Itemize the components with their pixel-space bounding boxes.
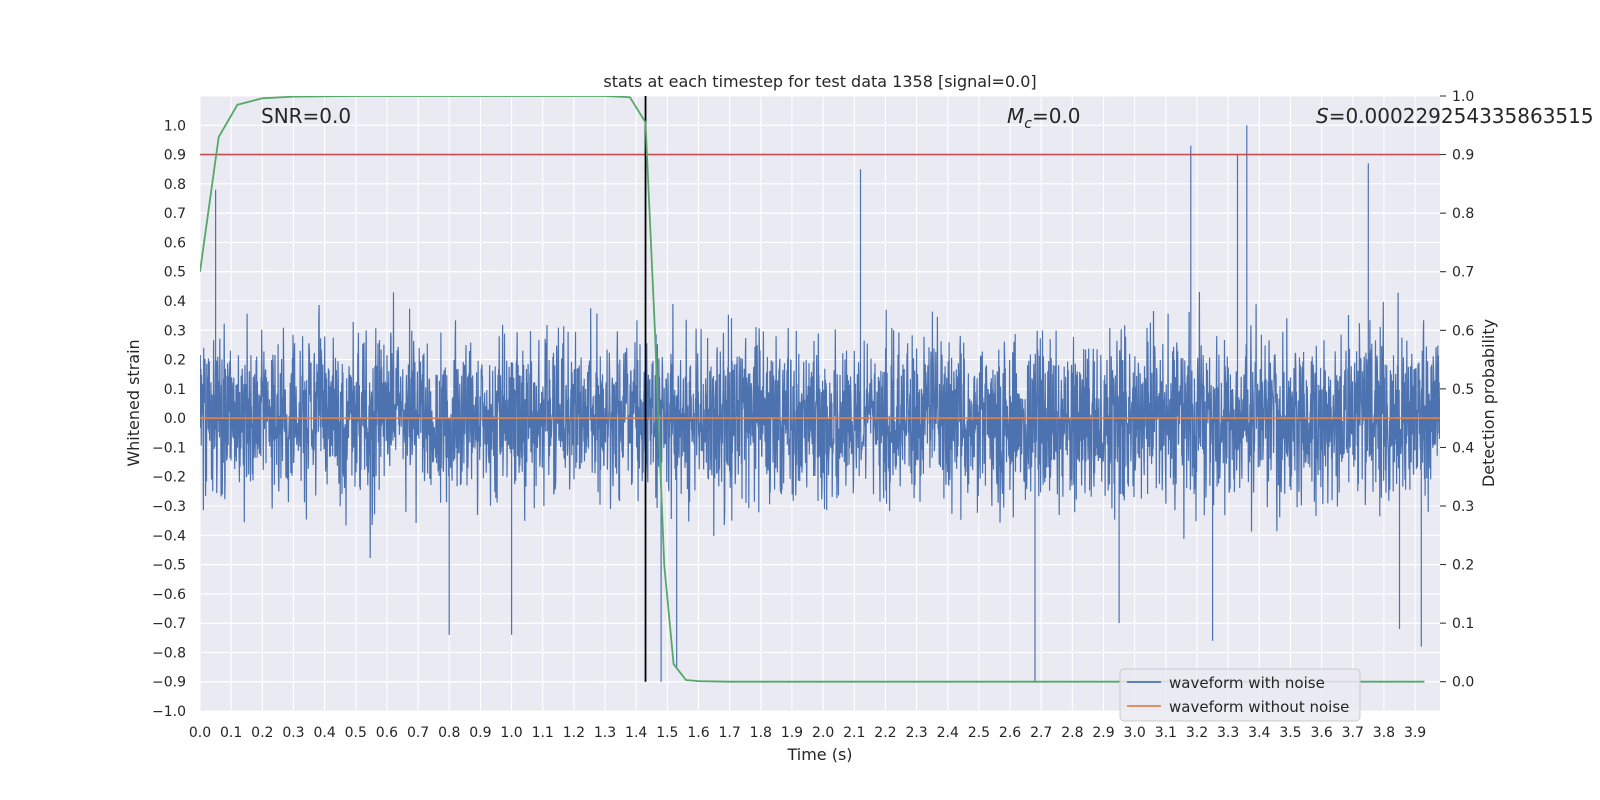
x-tick-label: 1.7 [719,725,741,741]
x-tick-label: 2.3 [905,725,927,741]
y2-axis-label: Detection probability [1479,319,1498,487]
x-tick-label: 0.9 [469,725,491,741]
s-value: =0.000229254335863515 [1329,104,1594,128]
y-tick-label: −0.8 [152,645,186,661]
y-axis-label: Whitened strain [124,339,143,466]
snr-annotation: SNR=0.0 [261,104,351,128]
x-tick-label: 2.2 [874,725,896,741]
x-tick-label: 2.7 [1030,725,1052,741]
x-tick-label: 3.4 [1248,725,1270,741]
x-tick-label: 0.1 [220,725,242,741]
x-tick-label: 2.1 [843,725,865,741]
y-tick-label: 0.0 [164,411,186,427]
chirp-mass-annotation: Mc=0.0 [1007,104,1081,132]
y-axis-ticks: 1.0 0.9 0.8 0.7 0.6 0.5 0.4 0.3 0.2 0.1 0.0 −0.1 −0.… [152,118,186,720]
x-tick-label: 1.4 [625,725,647,741]
x-tick-label: 1.5 [656,725,678,741]
y2-tick-label: 0.7 [1452,265,1474,281]
legend-label-noisy: waveform with noise [1169,674,1325,692]
x-tick-label: 1.1 [532,725,554,741]
x-tick-label: 3.9 [1404,725,1426,741]
legend-label-clean: waveform without noise [1169,698,1349,716]
y2-tick-label: 0.8 [1452,206,1474,222]
x-tick-label: 3.3 [1217,725,1239,741]
chirp-mass-symbol: M [1007,104,1024,128]
x-axis-label: Time (s) [786,745,852,764]
x-tick-label: 2.8 [1061,725,1083,741]
s-annotation: S=0.000229254335863515 [1316,104,1594,128]
x-tick-label: 2.5 [968,725,990,741]
legend-box [1119,668,1361,722]
chirp-mass-subscript: c [1024,116,1032,132]
y-tick-label: 0.8 [164,177,186,193]
x-tick-label: 3.0 [1124,725,1146,741]
x-tick-label: 0.2 [251,725,273,741]
y-tick-label: 0.3 [164,323,186,339]
y-tick-label: −0.5 [152,558,186,574]
y2-tick-label: 0.9 [1452,148,1474,164]
y-tick-label: −1.0 [152,704,186,720]
y-tick-label: 1.0 [164,118,186,134]
x-tick-label: 2.9 [1092,725,1114,741]
x-tick-label: 0.3 [282,725,304,741]
x-axis-ticks: 0.0 0.1 0.2 0.3 0.4 0.5 0.6 0.7 0.8 0.9 1.0 1.1 1.2 1… [189,725,1426,741]
y-tick-label: 0.1 [164,382,186,398]
x-tick-label: 3.5 [1279,725,1301,741]
x-tick-label: 1.6 [687,725,709,741]
x-tick-label: 0.0 [189,725,211,741]
y-tick-label: 0.4 [164,294,186,310]
y2-tick-label: 0.0 [1452,675,1474,691]
y-tick-label: 0.9 [164,148,186,164]
y2-tick-label: 0.2 [1452,558,1474,574]
y2-tick-label: 0.6 [1452,323,1474,339]
x-tick-label: 0.5 [345,725,367,741]
y2-tick-label: 0.3 [1452,499,1474,515]
data-layer [200,96,1440,683]
legend: waveform with noise waveform without noi… [1119,668,1361,722]
y-tick-label: −0.9 [152,675,186,691]
x-tick-label: 0.6 [376,725,398,741]
x-tick-label: 1.0 [500,725,522,741]
y2-tick-label: 0.4 [1452,440,1474,456]
y-tick-label: 0.7 [164,206,186,222]
y-tick-label: 0.6 [164,235,186,251]
x-tick-label: 3.8 [1373,725,1395,741]
y2-axis-ticks: 1.0 0.9 0.8 0.7 0.6 0.5 0.4 0.3 0.2 0.1 0.0 [1440,89,1474,691]
x-tick-label: 2.6 [999,725,1021,741]
y-tick-label: −0.6 [152,587,186,603]
y2-tick-label: 0.5 [1452,382,1474,398]
y-tick-label: −0.2 [152,470,186,486]
x-tick-label: 3.1 [1155,725,1177,741]
y2-tick-label: 0.1 [1452,616,1474,632]
chart-title: stats at each timestep for test data 135… [603,72,1036,91]
y-tick-label: 0.2 [164,353,186,369]
x-tick-label: 2.4 [937,725,959,741]
x-tick-label: 3.2 [1186,725,1208,741]
chirp-mass-value: =0.0 [1032,104,1081,128]
y-tick-label: −0.3 [152,499,186,515]
x-tick-label: 3.6 [1310,725,1332,741]
x-tick-label: 1.2 [563,725,585,741]
x-tick-label: 3.7 [1342,725,1364,741]
x-tick-label: 0.4 [313,725,335,741]
x-tick-label: 1.9 [781,725,803,741]
x-tick-label: 1.8 [750,725,772,741]
series-waveform-with-noise [200,125,1440,682]
x-tick-label: 0.8 [438,725,460,741]
y-tick-label: −0.4 [152,528,186,544]
y-tick-label: −0.7 [152,616,186,632]
y-tick-label: −0.1 [152,440,186,456]
s-symbol: S [1316,104,1329,128]
x-tick-label: 2.0 [812,725,834,741]
y-tick-label: 0.5 [164,265,186,281]
x-tick-label: 0.7 [407,725,429,741]
x-tick-label: 1.3 [594,725,616,741]
y2-tick-label: 1.0 [1452,89,1474,105]
series-detection-probability [200,96,1425,683]
